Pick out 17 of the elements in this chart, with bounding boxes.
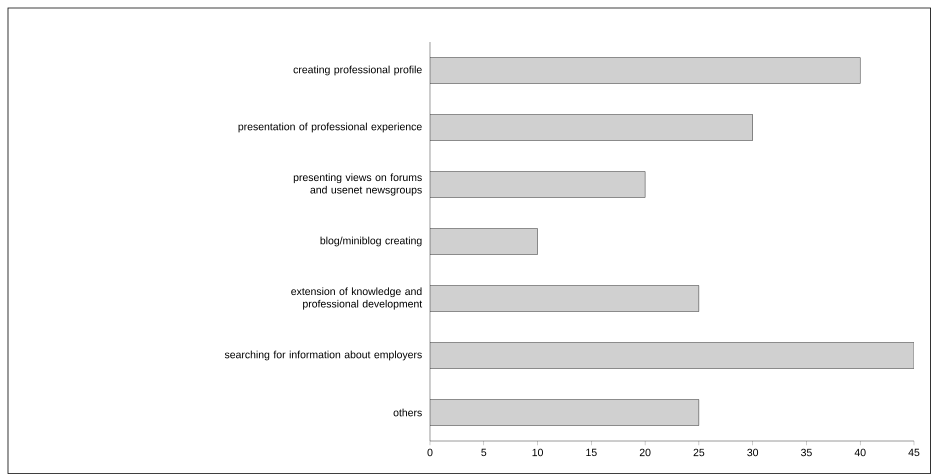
x-tick-label: 25: [694, 448, 704, 456]
y-tick-label: presentation of professional experience: [238, 122, 422, 132]
x-tick-label: 40: [854, 448, 866, 456]
y-tick-label: blog/miniblog creating: [320, 236, 422, 246]
y-tick-label: presenting views on forums and usenet newsgroups: [294, 173, 422, 196]
y-tick-label: extension of knowledge and professional development: [291, 287, 422, 310]
x-tick-label: 0: [427, 448, 432, 456]
x-tick-label: 5: [481, 448, 486, 456]
x-tick-label: 10: [532, 448, 543, 456]
x-tick-label: 30: [747, 448, 758, 456]
x-tick-label: 35: [801, 448, 812, 456]
y-tick-label: creating professional profile: [294, 66, 422, 76]
y-tick-label: others: [394, 408, 422, 416]
x-tick-label: 45: [908, 448, 920, 456]
x-tick-label: 20: [640, 448, 651, 456]
x-tick-label: 15: [586, 448, 597, 456]
y-tick-label: searching for information about employers: [224, 350, 422, 360]
